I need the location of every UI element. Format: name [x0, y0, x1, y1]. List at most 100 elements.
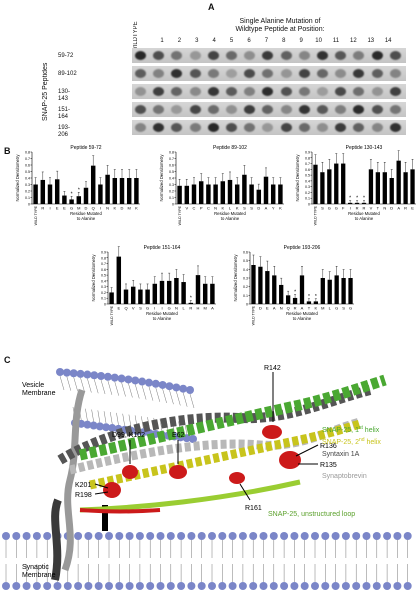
- blot-header-line1: Single Alanine Mutation of: [239, 18, 321, 25]
- lipid-head: [269, 582, 278, 590]
- lipid-tail: [73, 377, 78, 392]
- significance-star: *: [315, 294, 317, 300]
- category-label: K: [221, 206, 224, 211]
- lipid-head: [105, 582, 113, 590]
- blot-spot: [153, 51, 165, 60]
- lipid-head: [95, 422, 104, 431]
- y-tick-label: 0: [308, 203, 310, 207]
- significance-star: *: [308, 294, 310, 300]
- bar: [375, 172, 381, 204]
- blot-spot: [262, 123, 274, 132]
- synaptobrevin-tmd: [61, 388, 86, 572]
- significance-star: *: [78, 187, 80, 193]
- lipid-head: [22, 532, 31, 540]
- lipid-head: [125, 532, 134, 540]
- blot-spot: [335, 87, 347, 96]
- lipid-head: [393, 582, 402, 590]
- label-helix2: SNAP-25, 2nd helix: [322, 437, 381, 446]
- blot-spot: [226, 51, 237, 60]
- y-tick-label: 0.7: [169, 157, 174, 161]
- blot-spot: [153, 105, 165, 114]
- blot-spot: [353, 87, 365, 96]
- lipid-head: [32, 582, 41, 590]
- bar: [206, 184, 211, 204]
- category-label: A: [265, 206, 268, 211]
- lipid-head: [177, 532, 186, 540]
- lipid-head: [115, 582, 124, 590]
- blot-spot: [244, 105, 256, 114]
- lipid-head: [74, 582, 83, 590]
- category-label: L: [329, 306, 332, 311]
- bar: [299, 275, 305, 304]
- category-label: V: [185, 206, 188, 211]
- bar: [109, 292, 114, 304]
- category-label: S: [243, 206, 246, 211]
- lipid-head: [12, 582, 21, 590]
- lipid-head: [105, 532, 113, 540]
- lipid-head: [280, 582, 289, 590]
- blot-spot: [280, 105, 292, 114]
- y-tick-label: 0.5: [305, 174, 310, 178]
- lipid-head: [151, 379, 160, 388]
- lipid-head: [156, 582, 165, 590]
- blot-spot: [244, 69, 256, 78]
- bar: [33, 184, 38, 204]
- lipid-tail: [107, 380, 113, 395]
- position-number: 8: [282, 38, 286, 44]
- blot-spot: [389, 123, 401, 132]
- blot-spot: [226, 87, 237, 96]
- category-label: C: [207, 206, 210, 211]
- bar: [174, 278, 179, 304]
- label-d99: D99, K102: [112, 432, 145, 439]
- bar: [220, 181, 226, 204]
- category-label: D: [390, 206, 393, 211]
- y-tick-label: 0.3: [169, 183, 174, 187]
- category-label: V: [132, 306, 135, 311]
- y-tick-label: 0.8: [305, 156, 310, 160]
- lipid-tail: [155, 387, 160, 402]
- snap25-peptides-label: SNAP-25 Peptides: [42, 62, 49, 122]
- bar: [320, 278, 325, 304]
- bar: [69, 199, 74, 204]
- category-label: E: [117, 306, 120, 311]
- category-label: S: [139, 306, 142, 311]
- bar: [347, 202, 353, 204]
- residue-r161: [229, 472, 245, 484]
- blot-strip: [132, 84, 406, 99]
- x-axis-label: Residue Mutated: [70, 211, 102, 216]
- bar: [98, 184, 103, 204]
- bar-chart: Peptide 151-164 0 0.1 0.2 0.3 0.40.5 0.6 0.7 0.8…: [91, 245, 216, 325]
- y-tick-label: 0.2: [305, 191, 310, 195]
- category-label: G: [168, 306, 171, 311]
- lipid-head: [146, 582, 155, 590]
- y-tick-label: 0.2: [25, 190, 30, 194]
- y-tick-label: 0.2: [169, 190, 174, 194]
- y-tick-label: 0: [246, 303, 248, 307]
- lipid-tail: [85, 408, 88, 421]
- bar: [361, 202, 367, 204]
- blot-spot: [189, 87, 201, 96]
- bar: [327, 279, 332, 304]
- bar: [112, 178, 118, 204]
- y-axis-label: Normalized Densitometry: [159, 154, 164, 202]
- y-tick-label: 0.1: [169, 196, 174, 200]
- lipid-head: [228, 532, 237, 540]
- lipid-head: [83, 420, 92, 429]
- bar: [105, 174, 110, 204]
- category-label: D: [121, 206, 124, 211]
- category-label: V: [370, 206, 373, 211]
- blot-spot: [371, 69, 383, 78]
- lipid-head: [383, 582, 392, 590]
- blot-spot: [135, 69, 146, 78]
- blot-spot: [207, 69, 219, 78]
- bar: [279, 284, 284, 304]
- synaptic-label-2: Membrane: [22, 572, 56, 579]
- category-label: R: [356, 206, 359, 211]
- peptide-row-label: 151-164: [58, 107, 71, 120]
- position-number: 2: [177, 38, 182, 44]
- category-label: E: [56, 206, 59, 211]
- residue-k201: [103, 482, 121, 498]
- blot-spot: [153, 69, 165, 78]
- y-tick-label: 0.8: [25, 151, 30, 155]
- lipid-head: [89, 421, 98, 430]
